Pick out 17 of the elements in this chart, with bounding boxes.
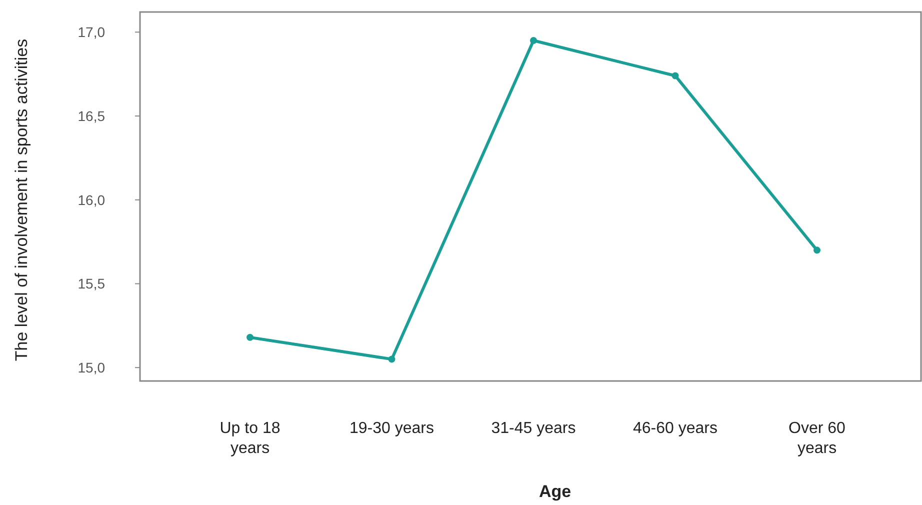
y-tick-label: 17,0 bbox=[78, 24, 106, 40]
point bbox=[388, 356, 396, 363]
point bbox=[246, 334, 254, 341]
x-tick-label: 31-45 years bbox=[491, 420, 576, 437]
point bbox=[672, 72, 679, 80]
x-tick-label: 19-30 years bbox=[350, 420, 434, 437]
point bbox=[530, 37, 537, 44]
y-tick-label: 15,5 bbox=[78, 276, 106, 292]
y-tick-label: 16,0 bbox=[78, 192, 106, 208]
x-tick-label: Up to 18 years bbox=[220, 420, 280, 457]
y-tick-label: 16,5 bbox=[78, 108, 106, 124]
x-tick-label: Over 60 years bbox=[788, 420, 846, 457]
y-axis-title: The level of involvement in sports activities bbox=[12, 38, 31, 362]
point bbox=[814, 246, 820, 254]
y-tick-label: 15,0 bbox=[78, 359, 106, 376]
x-tick-label: 46-60 years bbox=[633, 420, 718, 437]
x-axis-title: Age bbox=[538, 482, 572, 501]
